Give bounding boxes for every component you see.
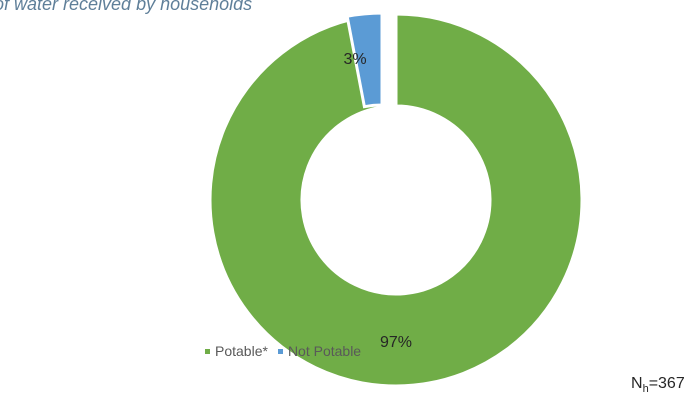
data-label-potable: 97%: [380, 334, 412, 351]
legend-swatch-not-potable: [277, 348, 283, 354]
legend-item-potable: Potable*: [205, 343, 268, 359]
slice-potable: [208, 12, 584, 388]
slice-not-potable: [345, 11, 384, 109]
legend-label-potable: Potable*: [215, 343, 268, 359]
sample-size-note: Nh=367: [631, 375, 685, 396]
legend-item-not-potable: Not Potable: [277, 343, 362, 359]
legend-label-not-potable: Not Potable: [287, 343, 362, 359]
data-label-not-potable: 3%: [343, 51, 366, 68]
legend: Potable* Not Potable: [205, 343, 371, 359]
chart-title: of water received by households: [0, 0, 253, 14]
legend-swatch-potable: [205, 348, 210, 354]
